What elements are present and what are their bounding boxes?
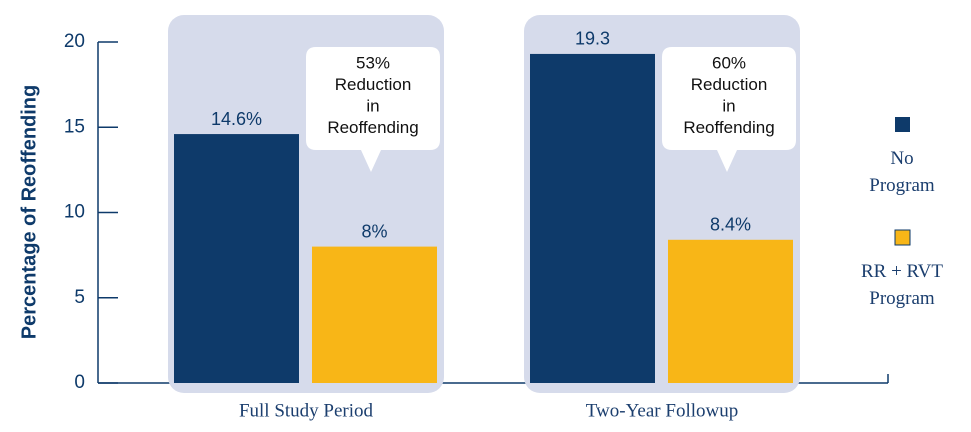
y-axis-label: Percentage of Reoffending (18, 85, 40, 339)
annotation-line: Reduction (335, 75, 412, 94)
legend-label: No Program (869, 148, 935, 196)
bar (530, 53, 655, 384)
x-tick-label: Two-Year Followup (586, 400, 738, 421)
annotation-line: Reoffending (327, 118, 418, 137)
annotation-line: in (722, 96, 735, 115)
annotation-line: 53% (356, 53, 390, 72)
value-label: 14.6% (211, 109, 262, 129)
annotation-line: Reoffending (683, 118, 774, 137)
legend-label: RR + RVT Program (860, 261, 944, 309)
annotation-line: Reduction (691, 75, 768, 94)
y-tick-label: 5 (74, 287, 85, 308)
bar (668, 239, 793, 383)
x-tick-label: Full Study Period (239, 400, 374, 421)
legend-swatch (894, 229, 911, 246)
value-label: 8.4% (710, 215, 751, 235)
annotation-line: in (366, 96, 379, 115)
bar (312, 246, 437, 383)
callout-box (306, 47, 440, 172)
y-tick-label: 15 (64, 116, 85, 137)
y-tick-label: 0 (74, 372, 85, 393)
annotation-line: 60% (712, 53, 746, 72)
value-label: 19.3 (575, 29, 610, 49)
bar (174, 134, 299, 383)
legend-swatch (895, 117, 910, 132)
y-tick-label: 20 (64, 31, 85, 52)
y-tick-label: 10 (64, 202, 85, 223)
value-label: 8% (361, 221, 387, 241)
callout-box (662, 47, 796, 172)
